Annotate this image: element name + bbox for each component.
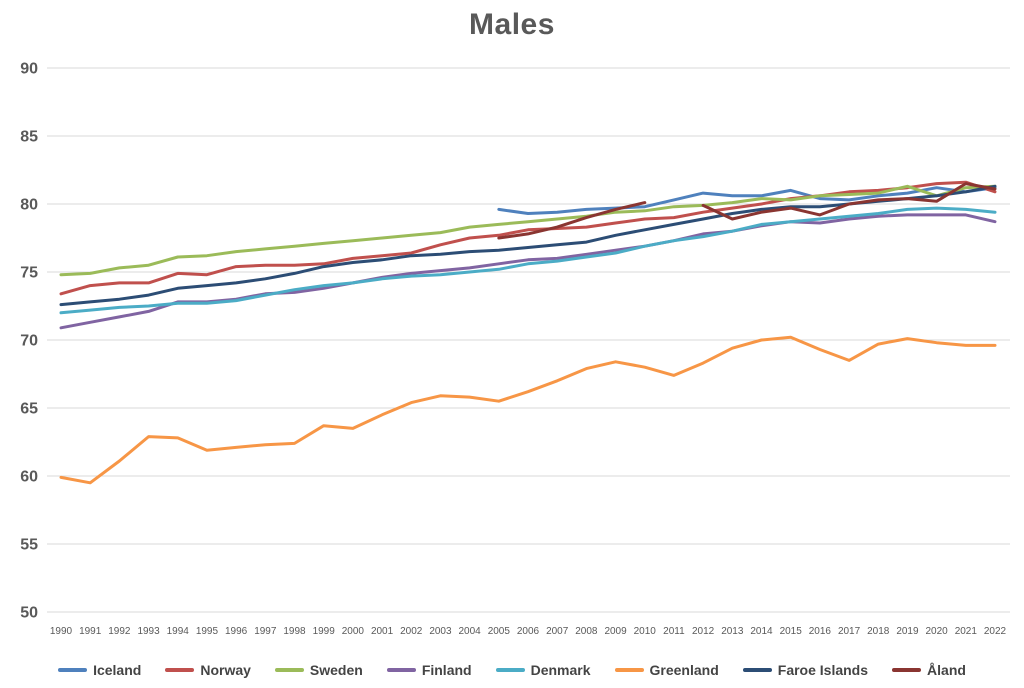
legend-item-faroe-islands: Faroe Islands <box>742 662 869 678</box>
legend-swatch-faroe-islands <box>742 668 772 672</box>
y-axis-tick-label-75: 75 <box>20 265 38 282</box>
legend-label-greenland: Greenland <box>649 662 719 678</box>
legend-swatch-norway <box>165 668 195 672</box>
y-axis-tick-label-50: 50 <box>20 605 38 622</box>
x-axis-tick-label-2018: 2018 <box>867 626 890 637</box>
y-axis-tick-label-65: 65 <box>20 401 38 418</box>
legend-swatch-denmark <box>495 668 525 672</box>
legend-label-iceland: Iceland <box>93 662 142 678</box>
y-axis-tick-label-60: 60 <box>20 469 38 486</box>
x-axis-tick-label-2000: 2000 <box>342 626 365 637</box>
x-axis-tick-label-2016: 2016 <box>809 626 832 637</box>
x-axis-tick-label-2011: 2011 <box>663 626 685 637</box>
x-axis-tick-label-2020: 2020 <box>926 626 949 637</box>
legend-swatch-sweden <box>274 668 304 672</box>
x-axis-tick-label-2005: 2005 <box>488 626 511 637</box>
legend-item--land: Åland <box>892 662 966 678</box>
x-axis-tick-label-2022: 2022 <box>984 626 1007 637</box>
x-axis-tick-label-2017: 2017 <box>838 626 861 637</box>
legend-swatch-finland <box>386 668 416 672</box>
legend-item-sweden: Sweden <box>274 662 363 678</box>
legend-label-faroe-islands: Faroe Islands <box>777 662 869 678</box>
x-axis-tick-label-2006: 2006 <box>517 626 540 637</box>
legend-item-finland: Finland <box>386 662 472 678</box>
x-axis-tick-label-2007: 2007 <box>546 626 569 637</box>
x-axis-tick-label-2003: 2003 <box>429 626 452 637</box>
x-axis-tick-label-2010: 2010 <box>634 626 657 637</box>
x-axis-tick-label-1992: 1992 <box>108 626 131 637</box>
legend-swatch-iceland <box>58 668 88 672</box>
x-axis-tick-label-2001: 2001 <box>371 626 394 637</box>
x-axis-tick-label-1995: 1995 <box>196 626 219 637</box>
series-line-finland <box>59 213 997 330</box>
y-axis-tick-label-80: 80 <box>20 197 38 214</box>
x-axis-tick-label-1990: 1990 <box>50 626 73 637</box>
x-axis-tick-label-2002: 2002 <box>400 626 423 637</box>
series-line-faroe-islands <box>59 184 997 307</box>
legend: Iceland Norway Sweden Finland Denmark Greenla… <box>0 662 1024 678</box>
x-axis-tick-label-2021: 2021 <box>955 626 978 637</box>
y-axis-tick-label-85: 85 <box>20 129 38 146</box>
legend-label-sweden: Sweden <box>309 662 363 678</box>
legend-label-finland: Finland <box>421 662 472 678</box>
x-axis-tick-label-1998: 1998 <box>283 626 306 637</box>
legend-item-norway: Norway <box>165 662 251 678</box>
series-line-norway <box>59 180 997 296</box>
legend-label--land: Åland <box>927 662 966 678</box>
x-axis-tick-label-1991: 1991 <box>79 626 102 637</box>
series-line--land <box>497 201 647 240</box>
y-axis-tick-label-55: 55 <box>20 537 38 554</box>
x-axis-tick-label-2004: 2004 <box>459 626 482 637</box>
legend-label-norway: Norway <box>200 662 251 678</box>
chart-title: Males <box>469 8 555 41</box>
x-axis-tick-label-2013: 2013 <box>721 626 744 637</box>
x-axis-tick-label-2014: 2014 <box>750 626 773 637</box>
y-axis-tick-label-90: 90 <box>20 61 38 78</box>
series-line-denmark <box>59 206 997 315</box>
series-line-sweden <box>59 184 997 277</box>
x-axis-tick-label-1994: 1994 <box>167 626 190 637</box>
x-axis-tick-label-2012: 2012 <box>692 626 715 637</box>
legend-swatch-greenland <box>614 668 644 672</box>
x-axis-tick-label-2019: 2019 <box>896 626 919 637</box>
y-axis-tick-label-70: 70 <box>20 333 38 350</box>
series-line--land <box>701 182 997 221</box>
x-axis-tick-label-2008: 2008 <box>575 626 598 637</box>
legend-item-iceland: Iceland <box>58 662 141 678</box>
x-axis-tick-label-1999: 1999 <box>313 626 336 637</box>
x-axis-tick-label-2015: 2015 <box>780 626 803 637</box>
series-line-iceland <box>497 186 997 215</box>
legend-swatch--land <box>892 668 922 672</box>
x-axis-tick-label-1996: 1996 <box>225 626 248 637</box>
x-axis-tick-label-2009: 2009 <box>604 626 627 637</box>
legend-item-greenland: Greenland <box>614 662 719 678</box>
x-axis-tick-label-1997: 1997 <box>254 626 277 637</box>
legend-item-denmark: Denmark <box>495 662 591 678</box>
x-axis-tick-label-1993: 1993 <box>137 626 160 637</box>
legend-label-denmark: Denmark <box>530 662 591 678</box>
series-line-greenland <box>59 335 997 485</box>
plot-area: 90 85 80 75 70 65 60 55 50 1990 1991 1992 1993 1994 19… <box>20 61 1010 637</box>
